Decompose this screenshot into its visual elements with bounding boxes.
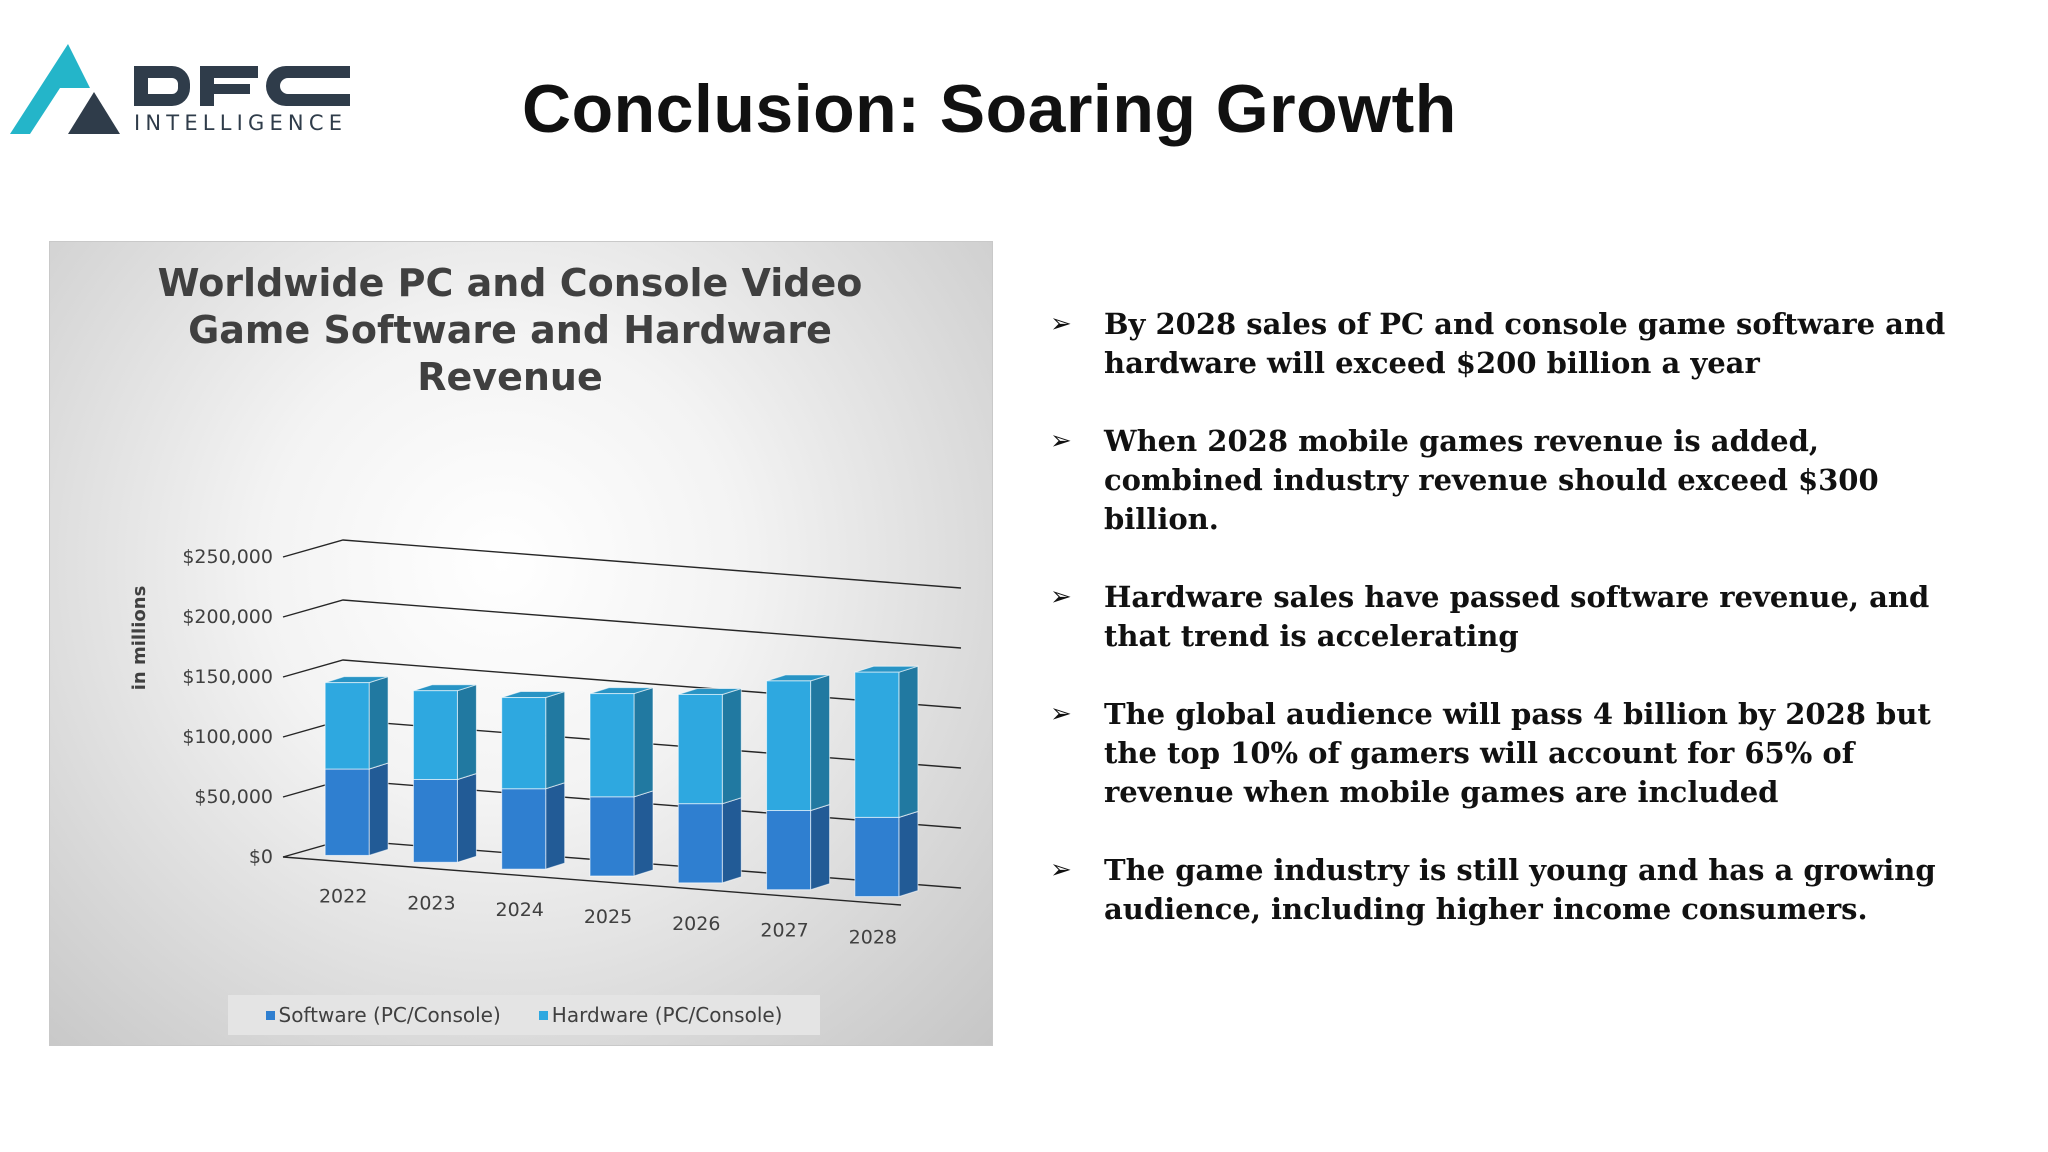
x-tick-label: 2028 [849, 927, 897, 949]
bar-software-2028 [854, 816, 900, 898]
bar-software-2022 [324, 768, 370, 856]
y-tick-label: $250,000 [182, 546, 273, 568]
bar-software-side [456, 772, 477, 863]
y-tick-label: $0 [249, 846, 273, 868]
bar-software-2026 [677, 803, 723, 884]
bar-hardware-2024 [501, 697, 547, 790]
logo-letter-d [134, 66, 190, 106]
logo-stripe-1 [34, 106, 60, 134]
logo-mountain-left [10, 44, 90, 134]
bar-hardware-2023 [412, 690, 458, 780]
legend-item-software: Software (PC/Console) [265, 1003, 501, 1027]
legend-swatch-hardware [538, 1010, 548, 1020]
bar-hardware-side [810, 674, 831, 812]
legend-swatch-software [265, 1010, 275, 1020]
bar-hardware-side [898, 665, 919, 819]
bar-hardware-side [456, 684, 477, 781]
legend-item-hardware: Hardware (PC/Console) [538, 1003, 783, 1027]
x-tick-label: 2025 [584, 906, 632, 928]
y-tick-label: $100,000 [182, 726, 273, 748]
slide-title: Conclusion: Soaring Growth [522, 71, 1457, 147]
chart-legend: Software (PC/Console) Hardware (PC/Conso… [228, 995, 820, 1035]
chart-title: Worldwide PC and Console Video Game Soft… [157, 261, 863, 399]
floor-front-edge [282, 856, 902, 906]
x-tick-label: 2022 [319, 885, 367, 907]
y-tick-label: $150,000 [182, 666, 273, 688]
bar-hardware-2026 [677, 693, 723, 805]
legend-label-hardware: Hardware (PC/Console) [551, 1003, 783, 1027]
x-tick-label: 2024 [496, 899, 544, 921]
arrow-bullet-icon: ➢ [1050, 582, 1072, 612]
arrow-bullet-icon: ➢ [1050, 855, 1072, 885]
gridline [282, 539, 962, 589]
x-tick-label: 2026 [672, 913, 720, 935]
bullet-text: The global audience will pass 4 billion … [1104, 697, 1931, 809]
bar-hardware-2022 [324, 682, 370, 770]
bar-software-side [633, 790, 654, 877]
dfc-intelligence-logo: INTELLIGENCE [10, 44, 350, 135]
y-tick-label: $200,000 [182, 606, 273, 628]
bullet-text: When 2028 mobile games revenue is added,… [1104, 424, 1879, 536]
bullet-item: ➢ When 2028 mobile games revenue is adde… [1050, 422, 1950, 539]
bar-hardware-2025 [589, 693, 635, 798]
bar-hardware-2028 [854, 671, 900, 818]
x-tick-label: 2027 [760, 920, 808, 942]
bar-software-2025 [589, 796, 635, 877]
bar-hardware-side [368, 675, 389, 770]
y-tick-label: $50,000 [194, 786, 273, 808]
bullet-item: ➢ The global audience will pass 4 billio… [1050, 695, 1950, 812]
bar-software-side [545, 782, 566, 870]
bar-software-2024 [501, 788, 547, 870]
bar-software-2027 [766, 810, 812, 891]
arrow-bullet-icon: ➢ [1050, 699, 1072, 729]
bar-software-2023 [412, 778, 458, 863]
bullet-text: By 2028 sales of PC and console game sof… [1104, 307, 1946, 380]
bullet-item: ➢ Hardware sales have passed software re… [1050, 578, 1950, 656]
bar-software-side [721, 797, 742, 884]
chart-plot: $0 $50,000 $100,000 $150,000 $200,000 $250,00… [129, 539, 962, 949]
bullet-text: The game industry is still young and has… [1104, 853, 1936, 926]
logo-letter-f [200, 66, 258, 106]
arrow-bullet-icon: ➢ [1050, 309, 1072, 339]
bullet-text: Hardware sales have passed software reve… [1104, 580, 1930, 653]
x-tick-label: 2023 [407, 892, 455, 914]
gridline [282, 659, 962, 709]
legend-label-software: Software (PC/Console) [278, 1003, 501, 1027]
logo-mountain-right [68, 92, 120, 134]
bar-software-side [898, 810, 919, 898]
conclusion-bullet-list: ➢ By 2028 sales of PC and console game s… [1050, 305, 1950, 968]
bar-software-side [368, 762, 389, 857]
bullet-item: ➢ The game industry is still young and h… [1050, 851, 1950, 929]
logo-stripe-2 [48, 110, 70, 134]
gridline [282, 599, 962, 649]
bar-hardware-side [545, 690, 566, 790]
bullet-item: ➢ By 2028 sales of PC and console game s… [1050, 305, 1950, 383]
arrow-bullet-icon: ➢ [1050, 426, 1072, 456]
logo-letter-c [266, 66, 350, 106]
y-axis-label: in millions [129, 586, 150, 691]
chart-panel: Worldwide PC and Console Video Game Soft… [49, 241, 993, 1046]
bar-hardware-side [633, 686, 654, 798]
logo-subtitle: INTELLIGENCE [134, 111, 347, 135]
bar-software-side [810, 803, 831, 891]
bar-hardware-side [721, 687, 742, 805]
bar-hardware-2027 [766, 680, 812, 812]
